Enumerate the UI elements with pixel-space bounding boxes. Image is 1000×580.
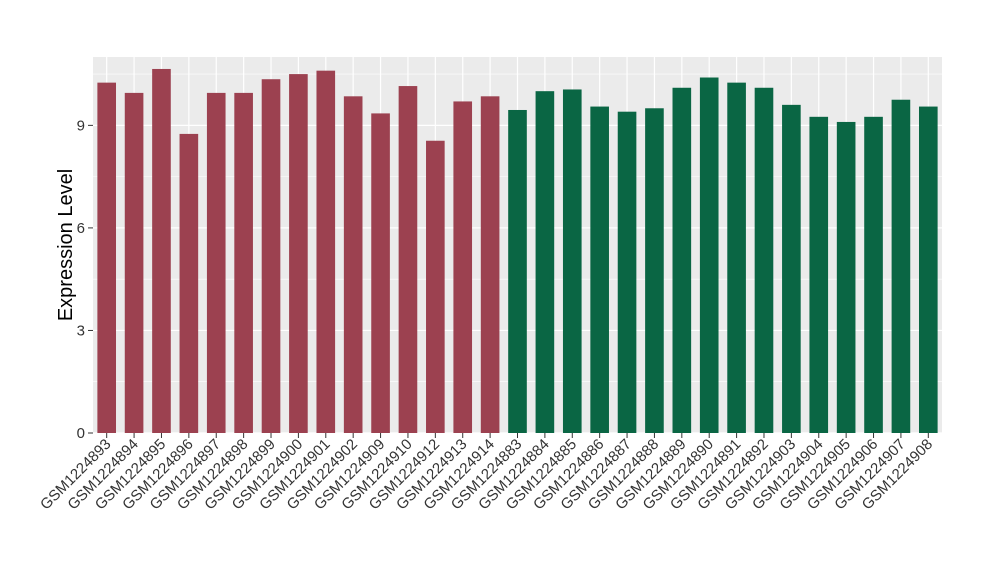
bar-gsm1224909 bbox=[371, 113, 390, 434]
bar-gsm1224912 bbox=[426, 140, 445, 433]
bar-gsm1224899 bbox=[261, 79, 281, 433]
bar-gsm1224883 bbox=[508, 109, 527, 434]
bar-gsm1224898 bbox=[234, 92, 253, 434]
bar-gsm1224907 bbox=[891, 99, 911, 434]
y-tick-label: 6 bbox=[77, 220, 85, 237]
bar-gsm1224902 bbox=[343, 96, 363, 434]
bar-gsm1224892 bbox=[754, 87, 774, 433]
bar-gsm1224914 bbox=[480, 96, 500, 434]
bar-gsm1224905 bbox=[836, 121, 856, 433]
bar-gsm1224908 bbox=[918, 106, 938, 434]
bar-gsm1224888 bbox=[645, 108, 664, 433]
y-axis: 0 3 6 9 bbox=[77, 117, 93, 442]
bar-gsm1224893 bbox=[97, 82, 117, 434]
bar-gsm1224903 bbox=[782, 104, 801, 433]
bar-gsm1224910 bbox=[398, 86, 418, 434]
y-tick-label: 3 bbox=[77, 322, 85, 339]
y-tick-label: 9 bbox=[77, 117, 85, 134]
bar-gsm1224890 bbox=[699, 77, 719, 433]
bar-gsm1224896 bbox=[179, 133, 199, 433]
bar-gsm1224904 bbox=[809, 116, 829, 434]
y-axis-title: Expression Level bbox=[55, 169, 77, 321]
bar-gsm1224884 bbox=[535, 91, 555, 433]
bar-gsm1224895 bbox=[152, 68, 171, 434]
bars bbox=[97, 68, 938, 434]
bar-gsm1224885 bbox=[562, 89, 582, 434]
bar-gsm1224900 bbox=[289, 74, 308, 433]
bar-gsm1224906 bbox=[864, 116, 883, 434]
bar-gsm1224889 bbox=[672, 87, 692, 433]
x-axis: GSM1224893GSM1224894GSM1224895GSM1224896… bbox=[37, 433, 936, 513]
y-tick-label: 0 bbox=[77, 425, 85, 442]
bar-gsm1224891 bbox=[727, 82, 746, 434]
bar-gsm1224913 bbox=[453, 101, 473, 433]
bar-gsm1224887 bbox=[617, 111, 637, 433]
bar-gsm1224897 bbox=[206, 92, 226, 434]
bar-gsm1224901 bbox=[316, 70, 336, 433]
bar-gsm1224894 bbox=[124, 92, 144, 434]
bar-gsm1224886 bbox=[590, 106, 609, 434]
